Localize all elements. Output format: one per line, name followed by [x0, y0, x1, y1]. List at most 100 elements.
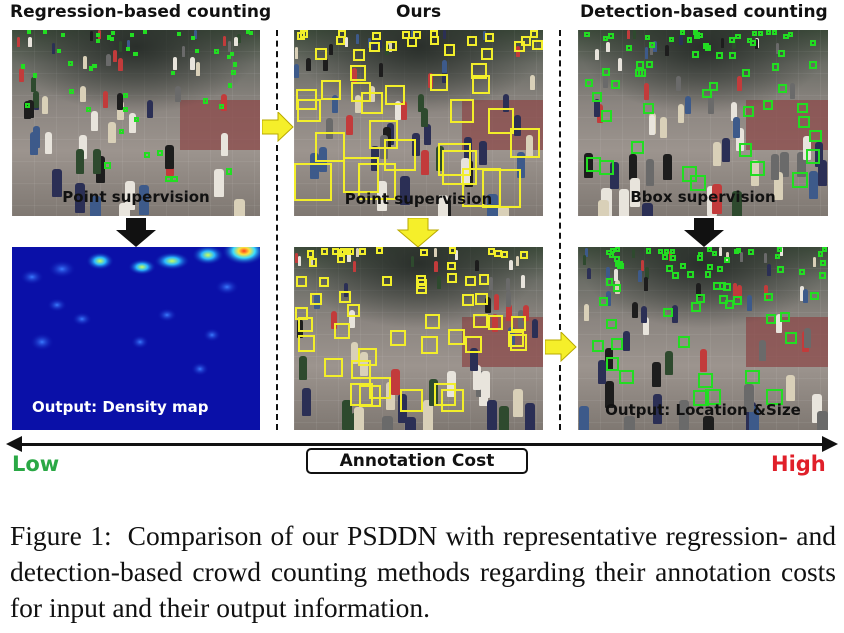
pedestrian [410, 256, 415, 267]
pedestrian [665, 44, 669, 56]
pedestrian [234, 199, 246, 216]
predicted-box-marker [820, 259, 827, 266]
pedestrian [193, 30, 197, 40]
predicted-box-marker [691, 302, 701, 312]
ours-down-arrow [396, 218, 440, 248]
point-marker [130, 32, 135, 37]
pseudo-box-marker [532, 40, 543, 51]
point-marker [142, 30, 147, 35]
predicted-box-marker [687, 270, 695, 278]
pedestrian [118, 58, 123, 72]
pedestrian [355, 34, 360, 44]
predicted-box-marker [692, 389, 709, 406]
point-marker [133, 116, 140, 123]
point-marker [118, 128, 125, 135]
pedestrian [294, 47, 299, 59]
pedestrian [175, 85, 181, 103]
pedestrian [76, 148, 85, 174]
pseudo-box-marker [297, 98, 321, 123]
predicted-box-marker [611, 338, 624, 351]
pedestrian [812, 394, 823, 424]
pedestrian [83, 56, 88, 69]
pedestrian [523, 304, 530, 322]
pedestrian [165, 144, 174, 170]
predicted-box-marker [605, 357, 620, 371]
pedestrian [664, 351, 673, 375]
pedestrian [516, 152, 526, 178]
pedestrian [344, 37, 349, 48]
pedestrian [310, 153, 319, 179]
pedestrian [732, 282, 738, 297]
predicted-box-marker [745, 369, 760, 385]
pedestrian [400, 176, 410, 205]
predicted-box-marker [420, 249, 428, 257]
predicted-box-marker [779, 312, 790, 323]
predicted-box-marker [323, 357, 344, 378]
pedestrian [603, 73, 609, 89]
pedestrian [354, 95, 361, 114]
point-marker [60, 32, 65, 37]
predicted-box-marker [320, 247, 328, 255]
predicted-box-marker [294, 306, 309, 321]
pedestrian [294, 64, 299, 79]
pedestrian [739, 251, 743, 262]
bbox-marker [611, 79, 621, 89]
bbox-marker [592, 92, 603, 103]
pseudo-box-marker [372, 31, 381, 41]
pedestrian [506, 304, 512, 322]
bbox-marker [758, 31, 764, 37]
bbox-marker [600, 110, 613, 122]
pedestrian [675, 76, 681, 92]
predicted-box-marker [619, 369, 635, 385]
detection-input-photo: Bbox supervision [578, 30, 828, 216]
pedestrian [725, 252, 729, 262]
pedestrian [514, 115, 522, 136]
predicted-box-marker [446, 273, 457, 283]
pseudo-box-marker [467, 36, 477, 46]
pedestrian [80, 85, 86, 103]
pedestrian [668, 251, 672, 261]
pedestrian [684, 96, 691, 114]
pseudo-box-marker [488, 108, 514, 134]
detection-column-title: Detection-based counting [580, 2, 828, 22]
predicted-box-marker [447, 261, 456, 271]
pedestrian [763, 284, 769, 299]
pedestrian [359, 352, 368, 376]
bbox-marker [810, 39, 816, 46]
pedestrian [653, 41, 657, 52]
pedestrian [816, 411, 828, 430]
pedestrian [632, 248, 636, 259]
point-marker [218, 104, 224, 110]
pedestrian [221, 93, 228, 112]
pedestrian [759, 339, 767, 362]
pedestrian [733, 116, 741, 138]
pedestrian [615, 280, 620, 294]
pedestrian [470, 348, 478, 372]
pedestrian [33, 90, 40, 109]
pedestrian [52, 168, 62, 197]
predicted-box-marker [817, 251, 823, 257]
predicted-box-marker [774, 253, 781, 260]
pseudo-box-marker [521, 36, 531, 46]
predicted-box-marker [616, 260, 624, 267]
density-map: Output: Density map [12, 247, 260, 430]
pedestrian [411, 30, 415, 39]
pedestrian [421, 150, 430, 176]
bbox-marker [630, 140, 645, 155]
predicted-box-marker [732, 296, 742, 305]
pedestrian [632, 301, 638, 319]
pedestrian [32, 125, 41, 148]
pedestrian [696, 283, 701, 298]
pedestrian [594, 98, 601, 117]
point-marker [123, 93, 129, 99]
pedestrian [633, 30, 637, 40]
pseudo-box-marker [314, 131, 346, 163]
high-cost-label: High [771, 452, 826, 476]
point-marker [214, 49, 219, 54]
ours-input-photo: Point supervision [294, 30, 543, 216]
predicted-box-marker [606, 278, 614, 286]
point-marker [249, 30, 254, 35]
point-marker [56, 48, 62, 53]
predicted-box-marker [306, 250, 314, 258]
pedestrian [679, 35, 683, 46]
